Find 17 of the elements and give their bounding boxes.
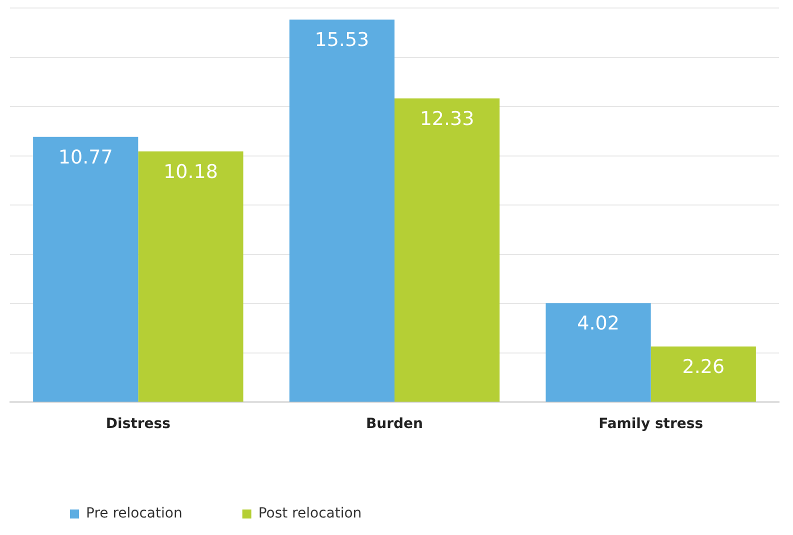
data-label: 15.53 [314, 29, 370, 52]
bar [138, 151, 244, 402]
x-tick-label: Family stress [598, 416, 704, 432]
data-label: 12.33 [420, 108, 474, 130]
x-tick-label: Burden [366, 416, 424, 432]
legend-label: Pre relocation [86, 506, 182, 522]
bar [394, 98, 500, 402]
bar [33, 136, 138, 402]
data-label: 10.18 [164, 160, 218, 183]
data-label: 2.26 [682, 356, 725, 378]
data-label: 4.02 [577, 312, 620, 335]
bar [289, 20, 394, 402]
legend-label: Post relocation [258, 506, 362, 522]
bar [546, 303, 651, 402]
x-tick-label: Distress [106, 416, 170, 432]
data-label: 10.77 [58, 146, 113, 168]
bar [650, 346, 756, 402]
